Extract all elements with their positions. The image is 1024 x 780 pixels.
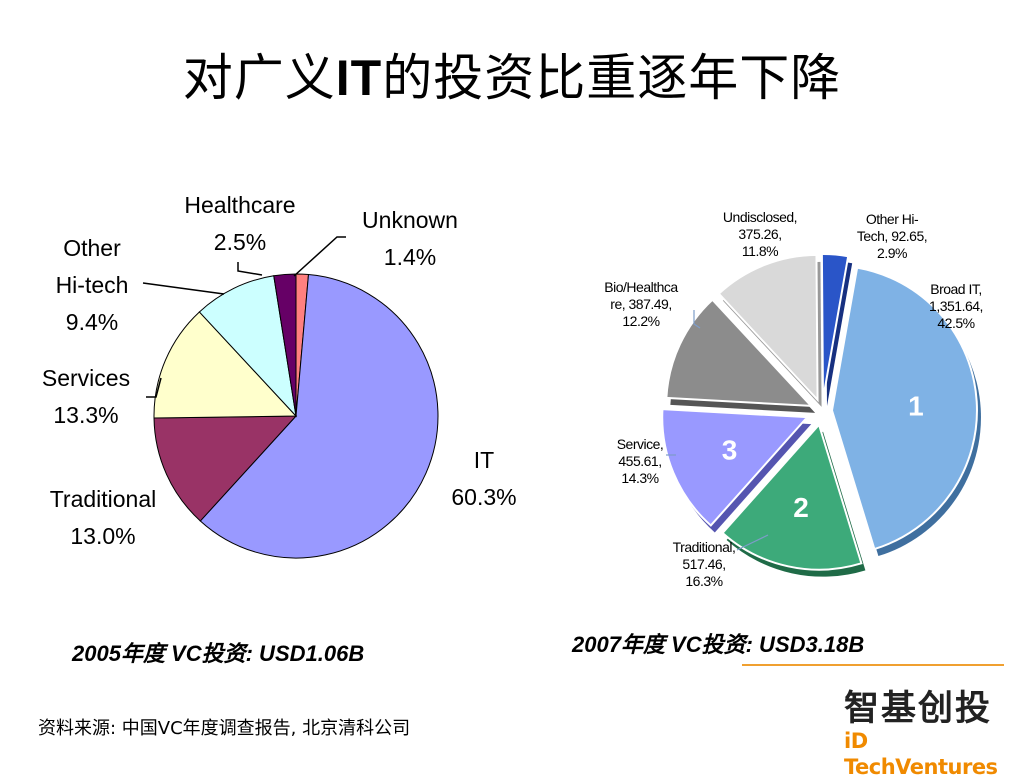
pie-2005-slice-it	[199, 274, 439, 559]
source-note: 资料来源: 中国VC年度调查报告, 北京清科公司	[38, 718, 411, 739]
pie-2007-label-bio-healthcare: Bio/Healthca re, 387.49, 12.2%	[604, 279, 678, 329]
pie-2007-leader-bio-healthcare	[693, 310, 701, 329]
pie-2007-slice-broad-it	[830, 266, 978, 551]
pie-2007-leader-traditional	[736, 534, 769, 551]
pie-2007-slice-bio-healthcare	[665, 298, 814, 408]
pie-2005-label-other-hi-tech: Other Hi-tech 9.4%	[56, 235, 129, 335]
pie-2005-label-it: IT 60.3%	[451, 447, 516, 510]
pie-2007-label-broad-it: Broad IT, 1,351.64, 42.5%	[929, 281, 983, 331]
pie-2005-slice-services	[153, 311, 298, 419]
pie-2005-label-traditional: Traditional 13.0%	[50, 486, 157, 549]
pie-2005-leader-unknown	[293, 236, 346, 277]
divider-line	[742, 664, 1004, 666]
company-logo: 智基创投 iD TechVentures	[844, 690, 1009, 780]
pie-2007-label-traditional: Traditional, 517.46, 16.3%	[673, 539, 736, 589]
pie-2007-slice-traditional	[721, 422, 863, 571]
pie-2005-leader-healthcare	[237, 262, 263, 276]
pie-2005-label-unknown: Unknown 1.4%	[362, 207, 458, 270]
pie-2007-label-undisclosed: Undisclosed, 375.26, 11.8%	[723, 209, 797, 259]
slide-title: 对广义IT的投资比重逐年下降	[0, 38, 1024, 110]
logo-english-text: iD TechVentures	[844, 729, 998, 779]
title-part-it: IT	[335, 50, 383, 106]
pie-chart-2007: 1 2 3 Broad IT, 1,351.64, 42.5% Traditional, 51…	[604, 209, 983, 589]
pie-2007-marker-traditional: 2	[793, 492, 809, 523]
pie-2005-label-healthcare: Healthcare 2.5%	[184, 192, 295, 255]
pie-2007-slice-service	[661, 408, 810, 527]
title-part-1: 对广义	[182, 49, 336, 107]
pie-2005-label-services: Services 13.3%	[42, 365, 130, 428]
pie-2005-slice-traditional	[153, 415, 298, 522]
pie-2007-slice-undisclosed	[717, 253, 819, 403]
pie-2005-slice-other-hi-tech	[198, 275, 297, 418]
pie-2007-marker-broad-it: 1	[908, 390, 924, 421]
pie-2005-leader-other-hi-tech	[142, 282, 225, 295]
pie-2007-label-service: Service, 455.61, 14.3%	[617, 436, 664, 486]
pie-2007-label-other-hi-tech: Other Hi-Tech, 92.65, 2.9%	[857, 211, 927, 261]
chart-caption-2007: 2007年度 VC投资: USD3.18B	[572, 632, 865, 657]
pie-2007-slice-other-hi-tech	[820, 253, 850, 400]
title-part-2: 的投资比重逐年下降	[382, 49, 842, 107]
logo-chinese-text: 智基创投	[844, 689, 993, 729]
chart-caption-2005: 2005年度 VC投资: USD1.06B	[72, 641, 365, 666]
pie-2007-marker-service: 3	[722, 434, 738, 465]
pie-chart-2005: IT 60.3% Traditional 13.0% Services 13.3% Othe…	[42, 192, 517, 559]
pie-2005-leader-services	[146, 377, 162, 398]
